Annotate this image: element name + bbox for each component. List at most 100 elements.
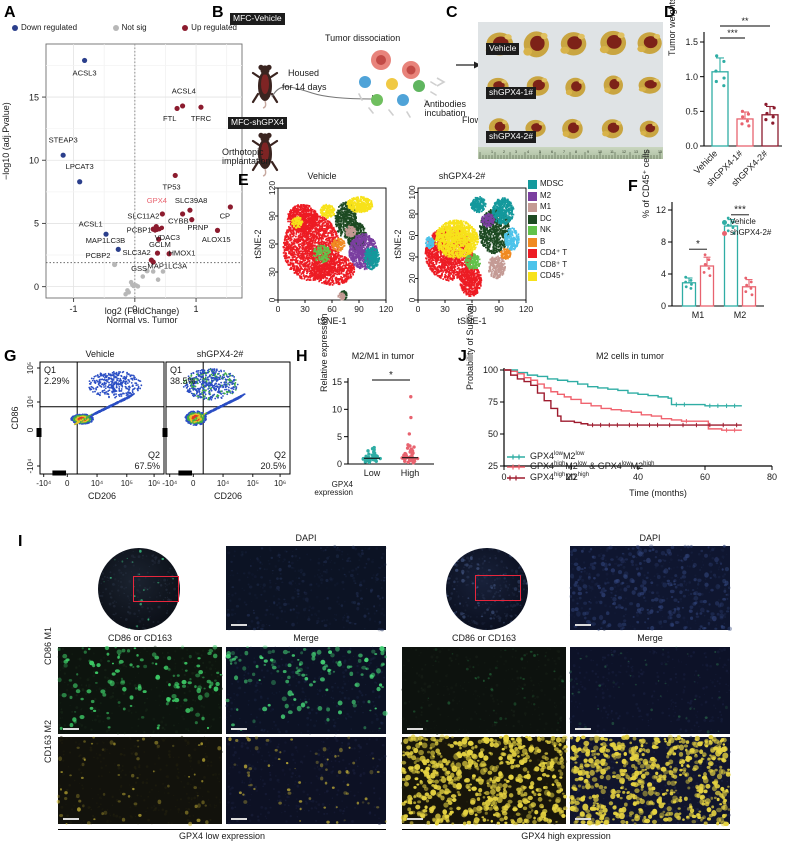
panel-e-legend-item-mdsc: MDSC: [528, 179, 567, 189]
svg-text:0.5: 0.5: [685, 107, 698, 117]
panel-e-tsne-vehicle: 0 30 60 90 120 0 30 60 90 120 tSNE-1 tSNE-2: [252, 181, 393, 332]
panel-i-left-dapi-title: DAPI: [226, 533, 386, 543]
panel-b-letter: B: [212, 4, 224, 22]
panel-i-right-group-label: GPX4 high expression: [402, 831, 730, 841]
svg-text:11: 11: [610, 150, 614, 154]
svg-text:0: 0: [34, 282, 39, 292]
panel-i-left-merge-m1-tile: [225, 645, 388, 735]
scale-bar: [407, 818, 423, 820]
panel-c-row-label-shgpx4-2: shGPX4-2#: [486, 126, 536, 144]
panel-b-mouse-shgpx4: [250, 132, 280, 177]
panel-i-left-group-rule: [58, 829, 386, 831]
svg-text:13: 13: [634, 150, 638, 154]
svg-text:HMOX1: HMOX1: [168, 249, 195, 258]
panel-c-row-label-shgpx4-1: shGPX4-1#: [486, 82, 536, 100]
panel-g-title-vehicle: Vehicle: [40, 349, 160, 359]
panel-j-xlabel: Time (months): [598, 488, 718, 498]
scale-bar: [575, 818, 591, 820]
svg-text:0: 0: [132, 304, 137, 314]
svg-text:ALOX15: ALOX15: [202, 235, 231, 244]
panel-b-tumor-dissociation-label: Tumor dissociation: [325, 33, 400, 43]
panel-b-arrow-to-cytometer: [456, 60, 482, 70]
panel-j-legend-label-1: GPX4highM2low & GPX4lowM2high: [530, 461, 654, 471]
panel-b-vehicle-box: MFC-Vehicle: [230, 8, 285, 26]
panel-b-housed-label: Housed: [288, 68, 319, 78]
scale-bar: [231, 728, 247, 730]
panel-a-ylabel: −log10 (adj.Pvalue): [1, 102, 80, 189]
up-regulated-label: Up regulated: [191, 23, 237, 32]
svg-text:ACSL3: ACSL3: [73, 69, 97, 78]
scale-bar: [63, 728, 79, 730]
down-regulated-label: Down regulated: [21, 23, 77, 32]
panel-e-legend-item-cd8t: CD8⁺ T: [528, 260, 567, 270]
panel-j-title: M2 cells in tumor: [530, 351, 730, 361]
legend-label: NK: [540, 225, 551, 234]
svg-text:1.5: 1.5: [685, 37, 698, 47]
svg-text:GSS: GSS: [131, 264, 147, 273]
svg-text:10: 10: [29, 155, 39, 165]
panel-b-cell-cluster: [345, 48, 455, 128]
panel-i-left-cd163-tile: [56, 735, 224, 827]
panel-h-title: M2/M1 in tumor: [318, 351, 448, 361]
svg-text:MAP1LC3A: MAP1LC3A: [147, 261, 188, 270]
svg-text:VDAC3: VDAC3: [155, 233, 180, 242]
panel-i-right-merge-title: Merge: [570, 633, 730, 643]
panel-i-right-dapi-title: DAPI: [570, 533, 730, 543]
panel-i-right-merge-m1-tile: [569, 646, 731, 735]
svg-text:SLC39A8: SLC39A8: [175, 196, 208, 205]
legend-swatch: [528, 249, 537, 258]
panel-i-left-merge-m2-tile: [225, 735, 387, 825]
svg-text:7: 7: [563, 150, 565, 154]
svg-text:***: ***: [727, 28, 738, 38]
panel-c-letter: C: [446, 4, 458, 22]
svg-text:4: 4: [527, 150, 529, 154]
panel-e-legend-item-cd4t: CD4⁺ T: [528, 248, 567, 258]
svg-text:SLC11A2: SLC11A2: [127, 211, 159, 220]
panel-j-legend-item-1: GPX4highM2low & GPX4lowM2high: [506, 461, 654, 471]
panel-d-ylabel: Tumor weights (g): [667, 0, 740, 65]
legend-swatch: [528, 214, 537, 224]
panel-c-tumor-photo: [478, 22, 663, 147]
panel-e-legend-item-b: B: [528, 237, 567, 247]
panel-i-right-dapi-tile: [569, 544, 733, 632]
svg-text:SLC3A2: SLC3A2: [123, 248, 151, 257]
panel-e-legend-item-cd45: CD45⁺: [528, 271, 567, 281]
panel-i-left-dapi-tile: [225, 544, 387, 632]
panel-d-letter: D: [664, 4, 676, 22]
svg-text:15: 15: [29, 92, 39, 102]
panel-b-orthotopic-label: Orthotopic implantation: [222, 131, 292, 167]
svg-text:STEAP3: STEAP3: [49, 136, 78, 145]
svg-text:GCLM: GCLM: [149, 240, 171, 249]
scale-bar: [407, 728, 423, 730]
legend-swatch: [528, 272, 537, 281]
panel-h-ylabel: Relative expression: [319, 313, 399, 401]
panel-i-left-cd86-title: CD86 or CD163: [60, 633, 220, 643]
svg-text:1: 1: [194, 304, 199, 314]
panel-e-letter: E: [238, 172, 249, 190]
panel-e-legend-item-m2: M2: [528, 191, 567, 201]
panel-f-ylabel: % of CD45⁺ cells: [641, 149, 711, 227]
scale-bar: [231, 624, 247, 626]
panel-a-legend: Down regulated Not sig Up regulated: [12, 23, 237, 32]
up-regulated-dot: [182, 25, 189, 32]
panel-c-row-label-vehicle: Vehicle: [486, 38, 520, 56]
svg-text:-1: -1: [70, 304, 78, 314]
panel-f-legend: Vehicle shGPX4-2#: [722, 217, 771, 238]
svg-text:0.0: 0.0: [685, 141, 698, 151]
legend-swatch: [528, 226, 537, 235]
panel-b-mouse-vehicle: [250, 64, 280, 109]
vehicle-dot: [722, 219, 727, 225]
svg-text:FTL: FTL: [163, 114, 177, 123]
panel-e-title-vehicle: Vehicle: [262, 171, 382, 181]
legend-swatch: [528, 203, 537, 212]
panel-i-right-merge-m2-tile: [569, 734, 732, 827]
panel-j-letter: J: [458, 348, 467, 366]
svg-text:1: 1: [491, 150, 493, 154]
legend-swatch: [528, 260, 537, 270]
legend-swatch: [528, 180, 537, 189]
panel-i-letter: I: [18, 533, 22, 551]
panel-e-legend-item-nk: NK: [528, 225, 567, 235]
legend-label: M1: [540, 202, 551, 211]
svg-text:2: 2: [503, 150, 505, 154]
panel-c-ruler: [478, 147, 663, 159]
